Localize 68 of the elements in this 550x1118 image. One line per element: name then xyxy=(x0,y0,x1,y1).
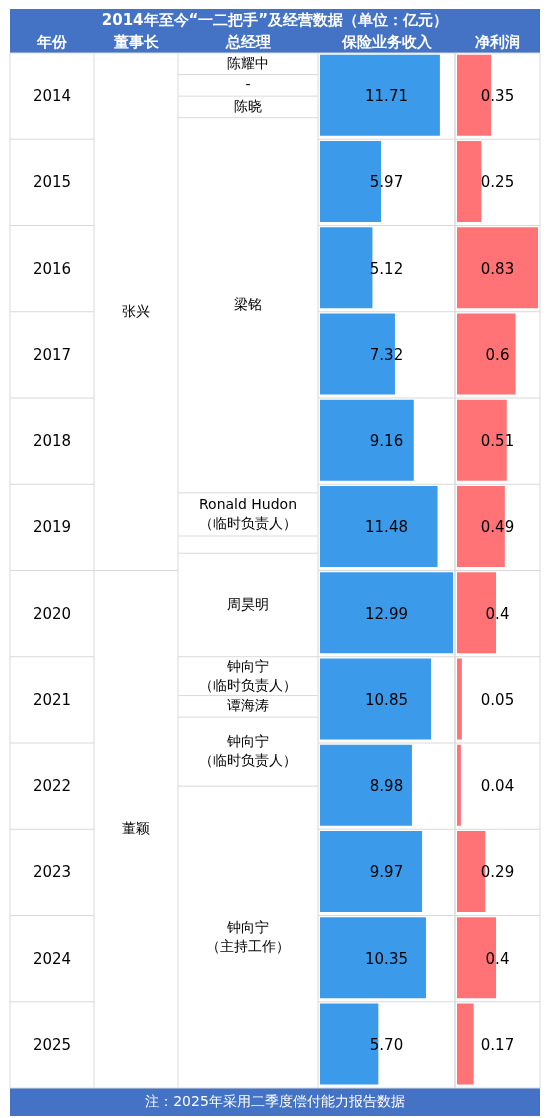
text: 梁铭 xyxy=(234,296,262,313)
text: （临时负责人） xyxy=(199,676,297,693)
data-label: 0.25 xyxy=(480,173,515,192)
data-label: 9.16 xyxy=(369,432,404,451)
data-label: 10.35 xyxy=(365,949,408,968)
data-label: 0.6 xyxy=(485,345,510,364)
data-label: 10.85 xyxy=(365,690,408,709)
data-label: 0.17 xyxy=(480,1035,515,1054)
y-tick-label: 2018 xyxy=(32,432,72,451)
bar xyxy=(320,227,373,309)
text: 董事长 xyxy=(112,33,160,51)
text: 张兴 xyxy=(122,302,150,319)
y-tick-label: 2022 xyxy=(32,777,72,796)
data-label: 0.49 xyxy=(480,518,515,537)
data-label: 0.05 xyxy=(480,690,515,709)
text: （临时负责人） xyxy=(199,752,297,769)
text: 董颖 xyxy=(122,820,150,837)
bar xyxy=(457,140,482,223)
text: 钟向宁 xyxy=(226,733,269,750)
y-tick-label: 2025 xyxy=(32,1035,72,1054)
y-tick-label: 2016 xyxy=(32,259,72,278)
text: 陈耀中 xyxy=(227,54,269,71)
data-label: 11.48 xyxy=(365,518,408,537)
data-label: 0.4 xyxy=(485,949,510,968)
text: 陈晓 xyxy=(234,97,262,114)
bar xyxy=(320,485,438,568)
y-tick-label: 2019 xyxy=(32,518,72,537)
y-tick-label: 2024 xyxy=(32,949,72,968)
data-label: 11.71 xyxy=(365,87,408,106)
y-tick-label: 2014 xyxy=(32,87,72,106)
series-label: 保险业务收入 xyxy=(340,33,433,51)
data-label: 0.4 xyxy=(485,604,510,623)
text: （临时负责人） xyxy=(199,514,297,531)
y-tick-label: 2021 xyxy=(32,690,72,709)
text: 注：2025年采用二季度偿付能力报告数据 xyxy=(145,1093,405,1109)
y-axis-title: 年份 xyxy=(36,33,68,51)
data-label: 0.29 xyxy=(480,863,515,882)
bar xyxy=(457,313,516,395)
text: 钟向宁 xyxy=(226,657,269,674)
data-label: 0.83 xyxy=(480,259,515,278)
bar xyxy=(320,917,426,999)
bar xyxy=(457,1003,474,1085)
bar xyxy=(320,54,440,136)
y-tick-label: 2020 xyxy=(32,604,72,623)
text: 周昊明 xyxy=(227,596,269,612)
data-label: 8.98 xyxy=(369,777,404,796)
bar xyxy=(320,830,423,913)
y-tick-label: 2017 xyxy=(32,345,72,364)
data-label: 0.51 xyxy=(480,432,515,451)
text: Ronald Hudon xyxy=(198,495,298,512)
bar xyxy=(320,744,412,826)
data-label: 12.99 xyxy=(365,604,408,623)
y-tick-label: 2023 xyxy=(32,863,72,882)
bar xyxy=(457,744,461,826)
y-tick-label: 2015 xyxy=(32,173,72,192)
bar xyxy=(320,658,432,740)
text: 谭海涛 xyxy=(227,697,269,714)
data-label: 0.35 xyxy=(480,87,515,106)
series-label: 净利润 xyxy=(475,33,520,51)
text: - xyxy=(245,76,251,93)
data-label: 9.97 xyxy=(369,863,404,882)
text: 总经理 xyxy=(224,33,271,51)
bar xyxy=(457,658,462,740)
bar xyxy=(320,399,414,481)
data-label: 0.04 xyxy=(480,777,515,796)
text: （主持工作） xyxy=(206,937,290,954)
chart-title: 2014年至今“一二把手”及经营数据（单位：亿元） xyxy=(101,11,449,29)
text: 钟向宁 xyxy=(226,918,269,935)
